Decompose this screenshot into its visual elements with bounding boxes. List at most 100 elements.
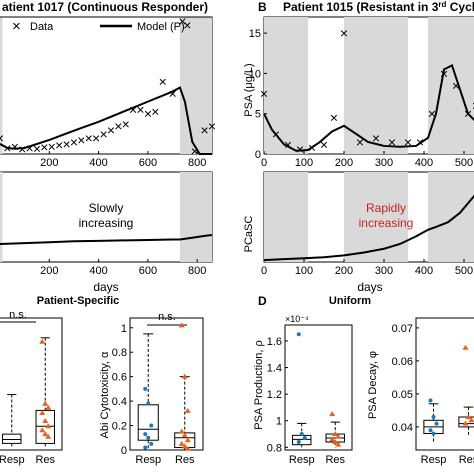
- res-point: [178, 322, 185, 328]
- category-label: Resp: [135, 454, 161, 466]
- resp-point: [146, 435, 151, 440]
- model-line: [263, 63, 474, 152]
- data-point: ×: [340, 25, 348, 41]
- y-tick-label: 15: [249, 28, 261, 40]
- res-point: [178, 440, 185, 446]
- x-tick-label: 400: [415, 265, 433, 277]
- res-point: [39, 427, 46, 433]
- category-label: Res: [459, 454, 474, 466]
- ns-label-left: n.s.: [9, 309, 27, 321]
- treatment-off-shade: [428, 17, 474, 154]
- y-tick-label: 0.2: [112, 421, 127, 433]
- panel-c-right-axes-box: [129, 317, 204, 451]
- panel-a-mid-xlabel: days: [93, 280, 118, 294]
- panel-d-exponent: ×10⁻⁴: [285, 314, 309, 324]
- panel-b-top-chart: B Patient 1015 (Resistant in 3rd Cycl PS…: [243, 0, 474, 169]
- category-label: Res: [35, 454, 55, 466]
- y-tick-label: 1: [276, 416, 282, 428]
- y-tick-label: 0: [255, 149, 261, 161]
- y-tick-label: 1.6: [267, 336, 282, 348]
- resp-point: [143, 386, 148, 391]
- resp-point: [428, 398, 433, 403]
- x-tick-label: 500: [455, 157, 473, 169]
- data-point: ×: [416, 134, 424, 150]
- y-tick-label: 0.8: [267, 442, 282, 454]
- model-line: [0, 234, 213, 245]
- box-iqr: [137, 404, 159, 441]
- treatment-off-shade: [0, 17, 3, 154]
- data-point: ×: [48, 139, 56, 155]
- category-label: Resp: [289, 454, 315, 466]
- resp-point: [296, 440, 301, 445]
- resp-point: [296, 332, 301, 337]
- data-point: ×: [472, 98, 474, 114]
- data-point: ×: [85, 130, 93, 146]
- y-tick-label: 1.4: [267, 363, 282, 375]
- x-tick-label: 400: [415, 157, 433, 169]
- panel-b-letter: B: [258, 0, 267, 14]
- panel-a-mid-chart: Slowly increasing 200 400 600 800 days: [0, 171, 213, 294]
- data-point: ×: [404, 134, 412, 150]
- treatment-off-shade: [179, 172, 212, 262]
- slowly-increasing-line2: increasing: [79, 216, 134, 230]
- resp-point: [143, 432, 148, 437]
- y-tick-label: 0.06: [392, 356, 413, 368]
- panel-b-mid-chart: PCaSC Rapidly increasing 0 100 200 300 400 50…: [243, 171, 474, 294]
- y-tick-label: 1.2: [267, 389, 282, 401]
- data-point: ×: [296, 141, 304, 157]
- data-point: ×: [99, 126, 107, 142]
- data-point: ×: [136, 102, 144, 118]
- y-tick-label: 10: [249, 68, 261, 80]
- data-point: ×: [452, 78, 460, 94]
- data-point: ×: [168, 86, 176, 102]
- data-point: ×: [55, 137, 63, 153]
- y-tick-label: 1: [121, 323, 127, 335]
- rapidly-increasing-line1: Rapidly: [366, 201, 406, 215]
- data-point: ×: [33, 140, 41, 156]
- y-tick-label: 0: [121, 445, 127, 457]
- category-label: Resp: [421, 454, 447, 466]
- res-point: [181, 373, 188, 379]
- data-point: ×: [201, 122, 209, 138]
- ns-label-right: n.s.: [158, 311, 176, 323]
- res-point: [45, 433, 52, 439]
- res-point: [465, 414, 472, 419]
- panel-c-ylabel: Abi Cytotoxicity, α: [99, 351, 111, 438]
- data-point: ×: [18, 141, 26, 157]
- x-tick-label: 200: [40, 157, 58, 169]
- category-label: Res: [175, 454, 195, 466]
- panel-c-left-axes-box: [0, 317, 63, 451]
- data-point: ×: [284, 136, 292, 152]
- data-point: ×: [356, 134, 364, 150]
- panel-d-left-axes-box: [284, 324, 353, 451]
- y-tick-label: 0.8: [112, 347, 127, 359]
- data-point: ×: [208, 118, 216, 134]
- data-point: ×: [0, 130, 4, 146]
- data-point: ×: [183, 17, 191, 33]
- resp-point: [146, 401, 151, 406]
- resp-point: [302, 436, 307, 441]
- data-point: ×: [330, 110, 338, 126]
- box-iqr: [35, 409, 55, 444]
- data-point: ×: [151, 104, 159, 120]
- panel-d-right-axes-box: [415, 317, 474, 451]
- resp-point: [431, 415, 436, 419]
- rapidly-increasing-line2: increasing: [359, 216, 414, 230]
- res-point: [184, 437, 191, 443]
- res-point: [335, 433, 342, 439]
- data-point: ×: [388, 134, 396, 150]
- model-line: [0, 86, 212, 155]
- x-tick-label: 0: [261, 157, 267, 169]
- resp-point: [434, 421, 439, 426]
- res-point: [178, 428, 185, 434]
- panel-b-title: Patient 1015 (Resistant in 3rd Cycl: [283, 0, 474, 14]
- res-point: [332, 431, 339, 437]
- category-label: Resp: [0, 454, 25, 466]
- data-point: ×: [92, 130, 100, 146]
- panel-a-top-chart: atient 1017 (Continuous Responder) × × × × ×…: [0, 0, 216, 169]
- res-point: [42, 431, 49, 437]
- data-point: ×: [159, 73, 167, 89]
- data-point: ×: [144, 106, 152, 122]
- panel-a-title: atient 1017 (Continuous Responder): [2, 0, 208, 14]
- resp-point: [428, 428, 433, 433]
